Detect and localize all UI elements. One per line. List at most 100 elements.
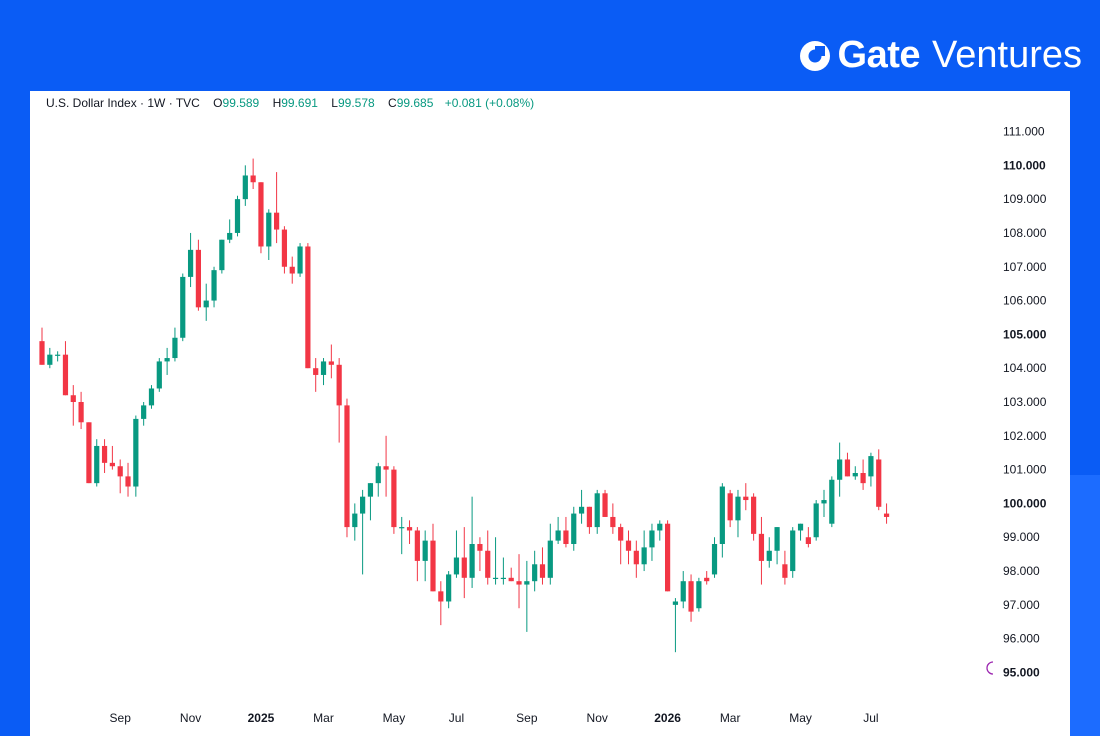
legend-low-label: L (331, 96, 338, 110)
candle-body (297, 246, 303, 274)
candle-body (586, 506, 592, 528)
y-tick-label: 103.000 (1003, 395, 1047, 409)
candle-body (219, 239, 225, 271)
x-tick-label: Sep (516, 711, 538, 725)
candle-body (665, 523, 671, 592)
candle-body (727, 493, 733, 521)
candle-body (109, 462, 115, 467)
candle-body (821, 500, 827, 504)
candle-body (805, 537, 811, 544)
y-tick-label: 108.000 (1003, 226, 1047, 240)
legend-close-label: C (388, 96, 397, 110)
candle-body (790, 530, 796, 572)
legend-low-value: 99.578 (337, 96, 375, 110)
candle-body (70, 395, 76, 402)
candle-body (532, 564, 538, 582)
y-tick-label: 101.000 (1003, 463, 1047, 477)
candle-body (258, 182, 264, 247)
y-tick-label: 95.000 (1003, 665, 1040, 679)
candle-body (320, 361, 327, 375)
candle-body (641, 547, 647, 565)
candle-body (492, 577, 499, 580)
candle-body (766, 550, 772, 561)
y-tick-label: 104.000 (1003, 361, 1047, 375)
candle-body (844, 459, 851, 477)
event-marker-icon (986, 661, 994, 675)
candle-body (461, 557, 467, 578)
candle-body (696, 581, 702, 609)
candle-body (55, 354, 61, 356)
y-tick-label: 98.000 (1003, 564, 1040, 578)
candle-body (485, 550, 491, 578)
candle-body (813, 503, 819, 538)
y-tick-label: 102.000 (1003, 429, 1047, 443)
candle-body (180, 276, 186, 338)
candle-body (837, 459, 843, 480)
candle-body (547, 540, 553, 578)
candlestick-chart: 111.000 110.000 109.000 108.000 107.000 106.0… (39, 125, 1047, 725)
candle-body (141, 405, 147, 419)
candle-body (62, 354, 69, 396)
y-tick-label: 109.000 (1003, 192, 1047, 206)
candle-body (313, 368, 319, 375)
candle-body (281, 229, 288, 267)
candle-body (758, 533, 765, 561)
brand-suffix: Ventures (932, 34, 1082, 76)
y-tick-label: 111.000 (1003, 125, 1045, 139)
candle-body (187, 249, 194, 277)
candle-body (618, 527, 624, 541)
candle-body (860, 473, 866, 484)
candle-body (203, 300, 209, 308)
legend-open-label: O (213, 96, 223, 110)
candle-body (289, 266, 295, 274)
gate-logo-icon (799, 40, 830, 71)
candle-body (876, 459, 882, 507)
y-tick-label: 97.000 (1003, 598, 1040, 612)
candle-body (195, 249, 201, 308)
candle-body (446, 574, 452, 602)
candle-body (883, 513, 890, 517)
candle-body (711, 544, 718, 575)
candle-body (39, 341, 45, 365)
x-tick-label: Mar (720, 711, 741, 725)
candle-body (117, 466, 123, 477)
candle-body (274, 212, 280, 230)
candle-body (649, 530, 655, 548)
y-tick-label: 99.000 (1003, 530, 1040, 544)
candle-body (227, 232, 233, 240)
chart-legend: U.S. Dollar Index · 1W · TVC O99.589 H99… (46, 96, 534, 110)
candle-body (148, 388, 155, 406)
x-tick-label: May (383, 711, 406, 725)
candle-body (414, 530, 420, 561)
x-tick-label: 2025 (248, 711, 275, 725)
candle-body (242, 175, 248, 200)
candle-body (399, 527, 405, 529)
x-tick-label: 2026 (654, 711, 681, 725)
candle-body (133, 418, 139, 487)
x-tick-label: Mar (313, 711, 334, 725)
chart-panel: 111.000 110.000 109.000 108.000 107.000 106.0… (30, 91, 1070, 736)
candle-body (453, 557, 460, 575)
candle-body (602, 493, 608, 517)
legend-symbol: U.S. Dollar Index · 1W · TVC (46, 96, 200, 110)
candle-body (610, 516, 616, 528)
y-tick-label: 107.000 (1003, 260, 1047, 274)
candle-body (125, 476, 131, 487)
candle-body (743, 496, 749, 501)
candle-body (422, 540, 428, 561)
candle-body (101, 445, 108, 463)
candle-body (719, 486, 725, 544)
candle-body (86, 422, 92, 484)
candle-body (336, 364, 342, 406)
candle-body (78, 402, 84, 423)
candle-body (500, 577, 506, 580)
legend-high-label: H (272, 96, 282, 110)
candle-body (735, 496, 741, 521)
candle-body (571, 513, 577, 544)
candle-body (328, 361, 334, 365)
brand-name: Gate (837, 34, 921, 76)
candle-body (508, 577, 514, 582)
candle-body (266, 212, 272, 247)
x-tick-label: Nov (180, 711, 201, 725)
candle-body (383, 466, 389, 470)
